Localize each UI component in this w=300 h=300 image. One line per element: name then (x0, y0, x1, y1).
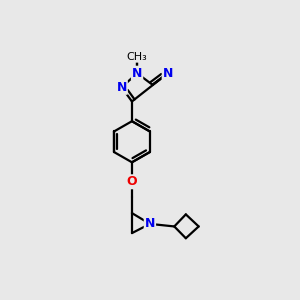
Text: N: N (163, 67, 173, 80)
Text: N: N (132, 67, 142, 80)
Text: CH₃: CH₃ (127, 52, 147, 61)
Text: N: N (116, 81, 127, 94)
Text: N: N (145, 218, 155, 230)
Text: O: O (127, 175, 137, 188)
